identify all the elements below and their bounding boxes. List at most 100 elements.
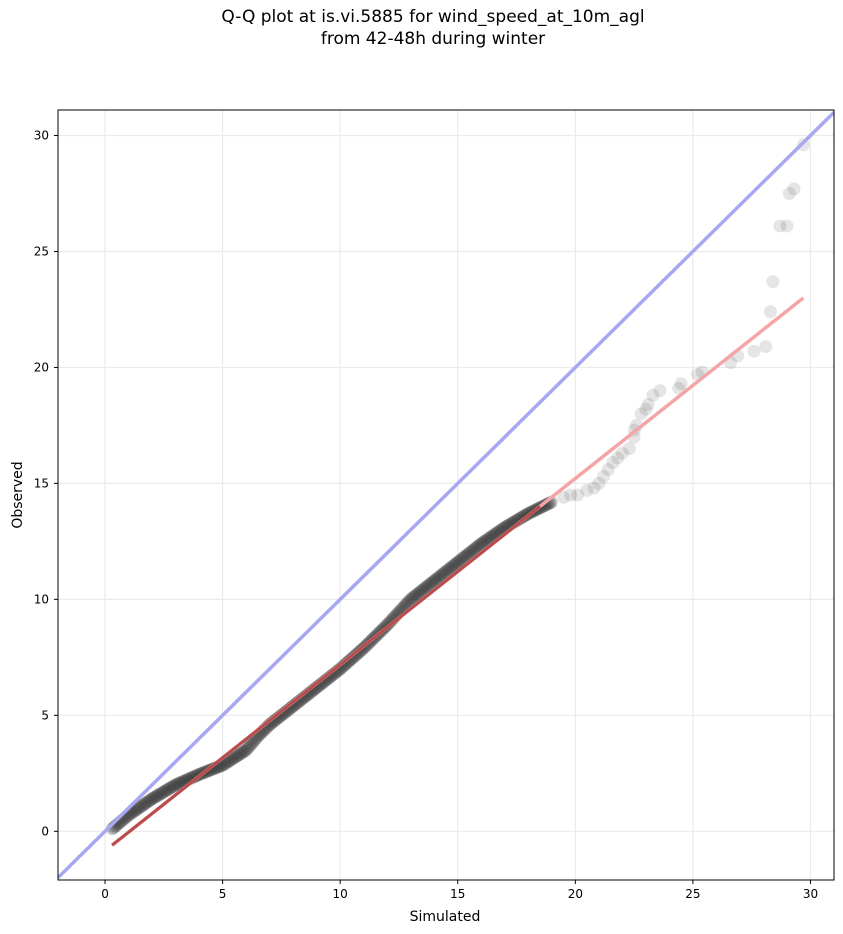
qq-tail-point xyxy=(592,476,606,490)
qq-point xyxy=(154,787,168,801)
qq-tail-point xyxy=(587,481,601,495)
qq-point xyxy=(449,556,463,570)
qq-point xyxy=(451,555,465,569)
qq-point xyxy=(471,540,485,554)
qq-point xyxy=(459,549,473,563)
qq-point xyxy=(413,585,427,599)
qq-point xyxy=(406,591,420,605)
qq-point xyxy=(246,735,260,749)
qq-point xyxy=(229,749,243,763)
qq-point xyxy=(163,781,177,795)
qq-point xyxy=(459,549,473,563)
qq-point xyxy=(242,740,256,754)
qq-tail-point xyxy=(766,275,780,289)
qq-point xyxy=(170,777,184,791)
qq-point xyxy=(171,777,185,791)
qq-point xyxy=(343,653,357,667)
qq-point xyxy=(465,544,479,558)
x-tick-label: 5 xyxy=(219,887,227,901)
qq-point xyxy=(399,597,413,611)
qq-point xyxy=(222,754,236,768)
qq-point xyxy=(430,571,444,585)
qq-point xyxy=(400,596,414,610)
qq-point xyxy=(455,552,469,566)
qq-point xyxy=(442,562,456,576)
qq-point xyxy=(166,780,180,794)
qq-point xyxy=(476,535,490,549)
qq-point xyxy=(157,785,171,799)
qq-point xyxy=(467,542,481,556)
qq-point xyxy=(402,594,416,608)
qq-point xyxy=(234,746,248,760)
qq-point xyxy=(405,591,419,605)
qq-point xyxy=(447,558,461,572)
qq-point xyxy=(403,593,417,607)
qq-point xyxy=(452,554,466,568)
identity-line xyxy=(58,111,834,879)
qq-point xyxy=(401,596,415,610)
qq-point xyxy=(423,578,437,592)
qq-point xyxy=(478,534,492,548)
qq-point xyxy=(241,741,255,755)
qq-point xyxy=(138,797,152,811)
qq-point xyxy=(226,751,240,765)
qq-tail-point xyxy=(641,398,655,412)
qq-point xyxy=(441,563,455,577)
qq-point xyxy=(348,649,362,663)
qq-point xyxy=(144,793,158,807)
qq-point xyxy=(436,567,450,581)
qq-point xyxy=(464,545,478,559)
qq-point xyxy=(237,744,251,758)
qq-point xyxy=(135,799,149,813)
qq-point xyxy=(128,803,142,817)
x-tick-label: 15 xyxy=(450,887,465,901)
qq-point xyxy=(482,532,496,546)
qq-point xyxy=(147,790,161,804)
qq-point xyxy=(382,616,396,630)
qq-point xyxy=(131,801,145,815)
qq-point xyxy=(150,789,164,803)
qq-point xyxy=(408,589,422,603)
qq-point xyxy=(132,801,146,815)
qq-point xyxy=(443,561,457,575)
qq-point xyxy=(445,560,459,574)
qq-point xyxy=(538,498,552,512)
qq-point xyxy=(460,548,474,562)
qq-point xyxy=(159,783,173,797)
qq-point xyxy=(440,564,454,578)
qq-point xyxy=(135,798,149,812)
qq-point xyxy=(168,778,182,792)
qq-point xyxy=(238,744,252,758)
qq-point xyxy=(449,557,463,571)
qq-point xyxy=(147,791,161,805)
qq-point xyxy=(468,542,482,556)
qq-point xyxy=(471,539,485,553)
qq-point xyxy=(418,581,432,595)
qq-point xyxy=(231,748,245,762)
fit-line-dense-segment xyxy=(111,505,541,847)
axis-ticks: 0 5 10 15 20 25 30 0 5 10 15 20 25 30 xyxy=(34,129,818,901)
qq-point xyxy=(408,589,422,603)
qq-point xyxy=(454,552,468,566)
qq-point xyxy=(341,655,355,669)
qq-point xyxy=(454,553,468,567)
qq-point xyxy=(238,744,252,758)
qq-point xyxy=(137,798,151,812)
y-tick-label: 20 xyxy=(34,360,49,374)
qq-point xyxy=(430,572,444,586)
qq-point xyxy=(417,582,431,596)
qq-point xyxy=(419,580,433,594)
qq-point xyxy=(424,576,438,590)
qq-point xyxy=(136,798,150,812)
qq-point xyxy=(447,559,461,573)
chart-title: Q-Q plot at is.vi.5885 for wind_speed_at… xyxy=(0,6,843,50)
x-axis-label: Simulated xyxy=(410,909,481,925)
qq-point xyxy=(426,575,440,589)
qq-point xyxy=(414,584,428,598)
qq-tail-point xyxy=(773,219,787,233)
qq-point xyxy=(446,559,460,573)
qq-point xyxy=(169,778,183,792)
qq-point xyxy=(477,535,491,549)
qq-point xyxy=(221,755,235,769)
